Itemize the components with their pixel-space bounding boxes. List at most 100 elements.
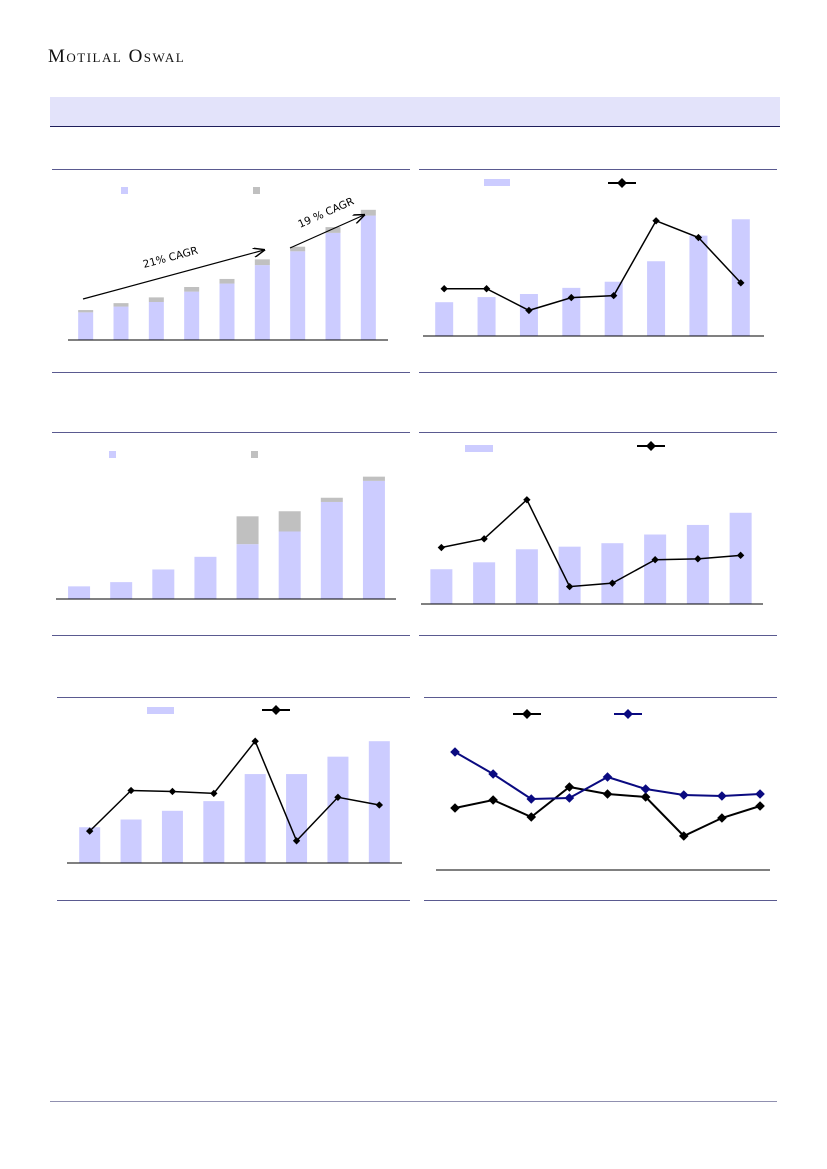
bar: [362, 480, 385, 599]
line-point: [450, 803, 460, 813]
bar: [254, 265, 270, 340]
chart-rule: [52, 372, 410, 373]
bar: [184, 291, 200, 340]
bar: [473, 562, 496, 604]
bar-segment-other: [362, 476, 385, 481]
bar-segment-other: [184, 287, 200, 292]
bar: [562, 287, 581, 336]
series-line: [441, 498, 741, 588]
line-point: [440, 285, 448, 293]
bar: [110, 582, 133, 599]
line-point: [602, 772, 613, 782]
line-point: [437, 543, 446, 552]
chart-5: [67, 705, 402, 864]
brand-logo: Motilal Oswal: [48, 46, 186, 67]
chart-rule: [419, 635, 777, 636]
line-point: [488, 795, 498, 805]
bar-segment-other: [148, 297, 164, 302]
bar: [686, 524, 709, 604]
bar: [477, 297, 496, 336]
bar: [290, 251, 306, 340]
line-point: [717, 813, 727, 823]
bar: [78, 312, 94, 340]
line-point: [717, 791, 727, 801]
line-point: [755, 801, 765, 811]
chart-rule: [57, 900, 410, 901]
bar: [320, 501, 343, 599]
bar: [430, 569, 453, 604]
line-point: [755, 789, 765, 799]
bar: [203, 801, 225, 863]
line-point: [210, 789, 218, 798]
chart-6: [436, 709, 770, 871]
chart-rule: [419, 432, 777, 433]
series-line: [444, 219, 742, 312]
bar: [79, 827, 101, 863]
bar-segment-other: [254, 259, 270, 266]
legend-swatch-series-1: [109, 451, 116, 458]
bar-segment-other: [236, 516, 259, 545]
line-point: [602, 789, 613, 799]
bar: [148, 301, 164, 340]
legend-line-marker: [646, 441, 656, 451]
bar-segment-other: [360, 209, 376, 216]
chart-rule: [52, 635, 410, 636]
bar: [689, 235, 708, 336]
bar-segment-other: [78, 310, 94, 313]
cagr-arrow: [289, 215, 364, 249]
bar-segment-other: [325, 227, 341, 233]
legend-line-series-1-marker: [522, 709, 532, 719]
bar: [278, 531, 301, 599]
line-point: [640, 784, 651, 794]
chart-4: [421, 441, 763, 605]
series-line: [89, 739, 380, 843]
bar: [644, 534, 667, 604]
line-point: [652, 217, 660, 225]
bar-segment-other: [219, 278, 235, 284]
legend-swatch-series-1: [121, 187, 128, 194]
legend-swatch-bars: [147, 707, 174, 714]
chart-rule: [419, 372, 777, 373]
legend-swatch-series-2: [251, 451, 258, 458]
bar-segment-other: [320, 497, 343, 502]
bar: [325, 232, 341, 340]
bar: [731, 219, 750, 336]
bar: [68, 586, 91, 599]
cagr-arrow: [82, 250, 264, 300]
line-point: [564, 793, 575, 803]
chart-2: [423, 178, 764, 337]
chart-rule: [52, 169, 410, 170]
bar: [360, 215, 376, 340]
legend-swatch-bars: [465, 445, 493, 452]
bar: [120, 819, 142, 863]
cagr-label: 19 % CAGR: [296, 195, 355, 230]
legend-line-marker: [271, 705, 281, 715]
line-point: [482, 285, 491, 293]
bar: [515, 549, 538, 604]
bar-segment-other: [113, 303, 129, 307]
chart-rule: [52, 432, 410, 433]
line-point: [678, 790, 689, 800]
legend-swatch-bars: [484, 179, 510, 186]
bar: [236, 544, 259, 599]
chart-rule: [424, 900, 777, 901]
legend-line-series-2-marker: [623, 709, 633, 719]
bar: [152, 569, 175, 599]
line-point: [678, 831, 689, 841]
bar: [647, 261, 666, 336]
bar: [558, 546, 581, 604]
legend-swatch-series-2: [253, 187, 260, 194]
bar: [519, 294, 538, 336]
chart-rule: [57, 697, 410, 698]
bar-segment-other: [278, 511, 301, 532]
line-point: [450, 747, 460, 757]
bar: [601, 543, 624, 604]
bar: [113, 306, 129, 340]
bar: [194, 556, 217, 599]
bar: [604, 281, 623, 336]
line-point: [86, 827, 94, 835]
section-header-band: [50, 97, 780, 127]
bar: [286, 774, 308, 863]
footer-rule: [50, 1101, 777, 1102]
chart-3: [56, 451, 396, 600]
